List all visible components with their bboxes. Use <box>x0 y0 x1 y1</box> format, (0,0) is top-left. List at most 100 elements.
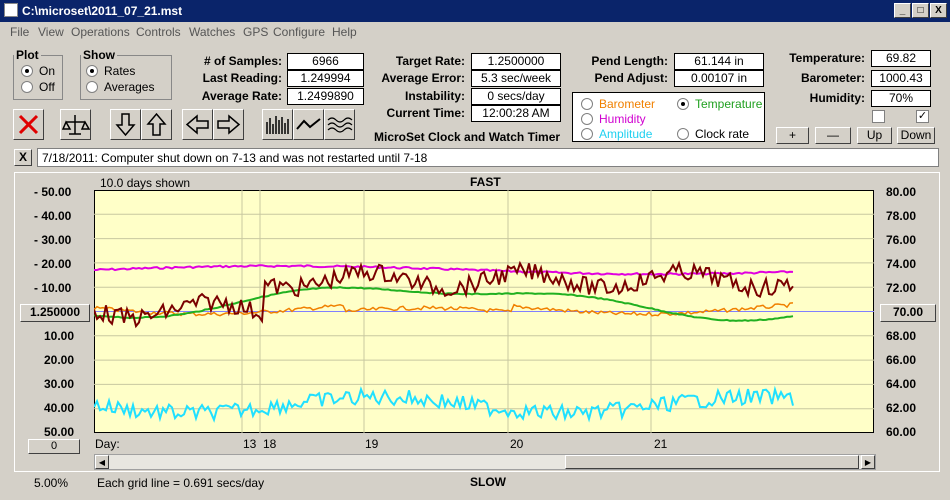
left-tick: 30.00 <box>44 377 75 391</box>
pend-adjust-field[interactable]: 0.00107 in <box>674 70 764 87</box>
plot-off-label: Off <box>39 80 55 94</box>
show-group-title: Show <box>83 48 115 62</box>
radio-dot <box>86 65 98 77</box>
balance-button[interactable] <box>60 109 91 140</box>
note-close-button[interactable]: X <box>14 149 32 166</box>
left-tick: 20.00 <box>44 353 75 367</box>
day-label: 13 <box>243 437 257 451</box>
minimize-button[interactable]: _ <box>894 3 911 18</box>
stop-button[interactable] <box>13 109 44 140</box>
slow-label: SLOW <box>470 475 506 489</box>
menu-operations[interactable]: Operations <box>71 25 130 39</box>
line-chart-icon <box>296 118 321 130</box>
barometer-radio[interactable]: Barometer <box>581 97 655 111</box>
menu-watches[interactable]: Watches <box>189 25 236 39</box>
radio-dot <box>581 128 593 140</box>
average-rate-label: Average Rate: <box>201 89 282 103</box>
wave-view-button[interactable] <box>324 109 355 140</box>
humidity-radio[interactable]: Humidity <box>581 112 646 126</box>
right-tick: 72.00 <box>886 281 917 295</box>
left-tick: - 40.00 <box>34 209 72 223</box>
right-tick: 68.00 <box>886 329 917 343</box>
left-arrow-button[interactable] <box>182 109 213 140</box>
menu-configure[interactable]: Configure <box>273 25 326 39</box>
left-tick: - 10.00 <box>34 281 72 295</box>
arrow-up-icon <box>146 112 167 136</box>
amplitude-series <box>94 385 794 423</box>
menu-help[interactable]: Help <box>332 25 357 39</box>
temperature-env-label: Temperature: <box>789 51 865 65</box>
last-reading-label: Last Reading: <box>202 71 282 85</box>
app-icon <box>4 3 18 17</box>
scroll-thumb[interactable] <box>565 455 859 469</box>
up-button[interactable]: Up <box>857 127 892 144</box>
scroll-left-icon[interactable]: ◀ <box>95 455 109 469</box>
bar-view-button[interactable] <box>262 109 293 140</box>
plot-on-radio[interactable]: On <box>21 64 55 78</box>
bar-chart-icon <box>266 116 289 134</box>
average-rate-field: 1.2499890 <box>287 88 364 105</box>
show-averages-radio[interactable]: Averages <box>86 80 154 94</box>
right-tick: 74.00 <box>886 257 917 271</box>
option-checkbox-1[interactable] <box>872 110 885 123</box>
clock-rate-radio[interactable]: Clock rate <box>677 127 749 141</box>
left-tick: 40.00 <box>44 401 75 415</box>
zero-button[interactable]: 0 <box>28 439 80 454</box>
plot-off-radio[interactable]: Off <box>21 80 55 94</box>
right-tick: 62.00 <box>886 401 917 415</box>
minus-button[interactable]: — <box>815 127 851 144</box>
center-rate-button[interactable]: 1.250000 <box>20 304 90 322</box>
menu-view[interactable]: View <box>38 25 64 39</box>
plot-grid <box>94 190 874 433</box>
line-view-button[interactable] <box>293 109 324 140</box>
last-reading-field: 1.249994 <box>287 70 364 87</box>
average-error-field: 5.3 sec/week <box>471 70 561 87</box>
rate-series <box>94 260 794 329</box>
radio-dot <box>21 65 33 77</box>
horizontal-scrollbar[interactable]: ◀ ▶ <box>94 454 876 470</box>
arrow-right-icon <box>217 114 241 135</box>
day-axis-label: Day: <box>95 437 120 451</box>
temperature-label: Temperature <box>695 97 763 111</box>
pend-length-field[interactable]: 61.144 in <box>674 53 764 70</box>
menu-gps[interactable]: GPS <box>243 25 269 39</box>
grid-note: Each grid line = 0.691 secs/day <box>97 476 265 490</box>
balance-scale-icon <box>61 115 91 135</box>
target-rate-label: Target Rate: <box>395 54 465 68</box>
left-tick: 10.00 <box>44 329 75 343</box>
option-checkbox-2[interactable]: ✓ <box>916 110 929 123</box>
right-center-button[interactable]: 70.00 <box>880 304 936 322</box>
plot-options-box: Barometer Temperature Humidity Amplitude… <box>572 92 765 142</box>
close-button[interactable]: X <box>930 3 947 18</box>
instability-field: 0 secs/day <box>471 88 561 105</box>
right-tick: 66.00 <box>886 353 917 367</box>
radio-dot <box>581 113 593 125</box>
down-button[interactable]: Down <box>897 127 935 144</box>
show-rates-radio[interactable]: Rates <box>86 64 135 78</box>
down-arrow-button[interactable] <box>110 109 141 140</box>
instability-label: Instability: <box>404 89 465 103</box>
scroll-right-icon[interactable]: ▶ <box>861 455 875 469</box>
plus-button[interactable]: + <box>776 127 809 144</box>
humidity-label: Humidity <box>599 112 646 126</box>
samples-field: 6966 <box>287 53 364 70</box>
menu-controls[interactable]: Controls <box>136 25 181 39</box>
clock-rate-label: Clock rate <box>695 127 750 141</box>
maximize-button[interactable]: □ <box>912 3 929 18</box>
pend-length-label: Pend Length: <box>591 54 668 68</box>
right-arrow-button[interactable] <box>213 109 244 140</box>
left-tick: - 20.00 <box>34 257 72 271</box>
right-tick: 76.00 <box>886 233 917 247</box>
target-rate-field[interactable]: 1.2500000 <box>471 53 561 70</box>
arrow-down-icon <box>115 113 136 137</box>
day-label: 20 <box>510 437 524 451</box>
average-error-label: Average Error: <box>381 71 465 85</box>
samples-label: # of Samples: <box>203 54 282 68</box>
note-field[interactable]: 7/18/2011: Computer shut down on 7-13 an… <box>37 148 939 167</box>
temperature-radio[interactable]: Temperature <box>677 97 762 111</box>
show-averages-label: Averages <box>104 80 155 94</box>
menu-file[interactable]: File <box>10 25 30 39</box>
amplitude-radio[interactable]: Amplitude <box>581 127 652 141</box>
up-arrow-button[interactable] <box>141 109 172 140</box>
rate-plot[interactable] <box>94 190 874 433</box>
